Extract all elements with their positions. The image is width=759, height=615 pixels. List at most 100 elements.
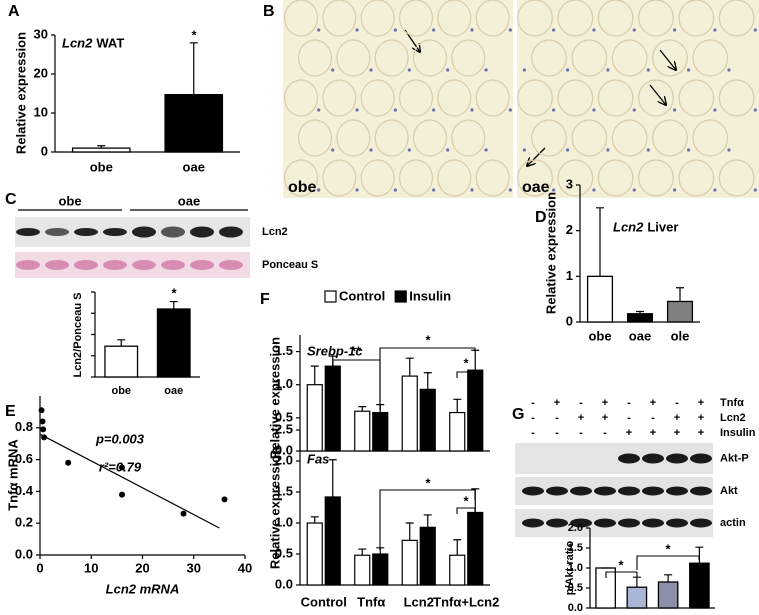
- treatment-sign: -: [531, 412, 535, 424]
- treatment-sign: +: [698, 412, 704, 424]
- cell: [692, 39, 729, 77]
- annotation: *: [425, 332, 431, 347]
- blot-band: [690, 518, 712, 528]
- bar: [586, 275, 614, 323]
- nucleus: [552, 188, 556, 192]
- cell: [398, 159, 434, 197]
- cell: [531, 119, 567, 157]
- blot-band: [74, 228, 98, 236]
- annotation: r²=0.79: [99, 459, 142, 474]
- nucleus: [508, 108, 512, 112]
- cell: [475, 0, 510, 37]
- blot-band: [74, 260, 98, 270]
- blot-band: [522, 486, 544, 496]
- blot-band: [219, 226, 243, 238]
- nucleus: [355, 108, 359, 112]
- x-tick-label: Lcn2: [404, 594, 434, 609]
- y-tick-label: 0.5: [275, 409, 293, 424]
- nucleus: [432, 28, 436, 32]
- annotation: *: [618, 557, 624, 572]
- micrograph: [283, 0, 513, 198]
- micrograph-label: obe: [288, 179, 317, 196]
- nucleus: [355, 28, 359, 32]
- treatment-sign: +: [698, 427, 704, 439]
- nucleus: [753, 188, 757, 192]
- error-bar: [596, 207, 604, 277]
- blot-band: [219, 260, 243, 270]
- legend-swatch: [324, 290, 337, 303]
- nucleus: [673, 108, 677, 112]
- x-tick-label: Tnfα+Lcn2: [433, 594, 499, 609]
- x-tick-label: obe: [588, 328, 611, 343]
- point: [40, 426, 47, 433]
- panel-label: G: [512, 406, 524, 423]
- error-bar: [636, 310, 644, 314]
- point: [38, 407, 45, 414]
- blot-band: [666, 453, 688, 464]
- y-tick-label: 0.6: [15, 451, 33, 466]
- nucleus: [632, 28, 636, 32]
- bar: [354, 410, 371, 452]
- cell: [475, 159, 510, 197]
- nucleus: [317, 28, 321, 32]
- nucleus: [522, 68, 526, 72]
- x-tick-label: ole: [671, 328, 690, 343]
- cell: [597, 79, 634, 117]
- blot-band: [570, 486, 592, 496]
- y-axis-label: Relative expression: [267, 337, 282, 459]
- x-tick-label: 0: [36, 560, 43, 575]
- error-bar: [664, 574, 673, 582]
- treatment-sign: -: [627, 397, 631, 409]
- bar: [689, 562, 710, 609]
- error-bar: [310, 516, 319, 523]
- cell: [611, 119, 648, 157]
- treatment-sign: -: [603, 427, 607, 439]
- bar: [419, 526, 436, 586]
- significance-bracket: [636, 555, 700, 570]
- treatment-sign: +: [698, 397, 704, 409]
- nucleus: [317, 188, 321, 192]
- nucleus: [331, 148, 335, 152]
- y-tick-label: 30: [34, 26, 48, 41]
- chart-title: Lcn2: [613, 219, 644, 234]
- y-tick-label: 0.2: [15, 515, 33, 530]
- cell: [412, 39, 448, 77]
- micrographs: [283, 0, 759, 198]
- cell: [398, 0, 434, 37]
- y-tick-label: 1.5: [568, 542, 583, 554]
- cell: [437, 79, 472, 117]
- nucleus: [552, 28, 556, 32]
- blot-band: [618, 486, 640, 496]
- cell: [374, 119, 409, 157]
- cell: [322, 159, 357, 197]
- bar: [354, 554, 371, 586]
- blot-band: [666, 486, 688, 496]
- blot-band: [618, 453, 640, 464]
- blot-band: [570, 518, 592, 528]
- legend-label: Insulin: [409, 288, 451, 303]
- error-bar: [632, 576, 641, 588]
- y-axis-label: p/Akt ratio: [564, 541, 576, 596]
- cell: [517, 159, 553, 197]
- bar: [401, 375, 418, 452]
- x-tick-label: obe: [111, 385, 131, 397]
- treatment-sign: -: [555, 412, 559, 424]
- chart-title: Lcn2: [62, 35, 93, 50]
- cell: [638, 0, 674, 37]
- treatment-sign: -: [651, 412, 655, 424]
- nucleus: [646, 148, 650, 152]
- nucleus: [369, 148, 373, 152]
- nucleus: [606, 68, 610, 72]
- bar: [324, 496, 341, 586]
- treatment-sign: -: [531, 397, 535, 409]
- cell: [557, 79, 594, 117]
- significance-bracket: [456, 507, 476, 514]
- nucleus: [331, 68, 335, 72]
- nucleus: [606, 148, 610, 152]
- blot-band: [190, 226, 214, 238]
- significance-bracket: [379, 347, 476, 410]
- error-bar: [358, 548, 367, 556]
- x-tick-label: oae: [164, 385, 183, 397]
- significance-bracket: [605, 571, 638, 578]
